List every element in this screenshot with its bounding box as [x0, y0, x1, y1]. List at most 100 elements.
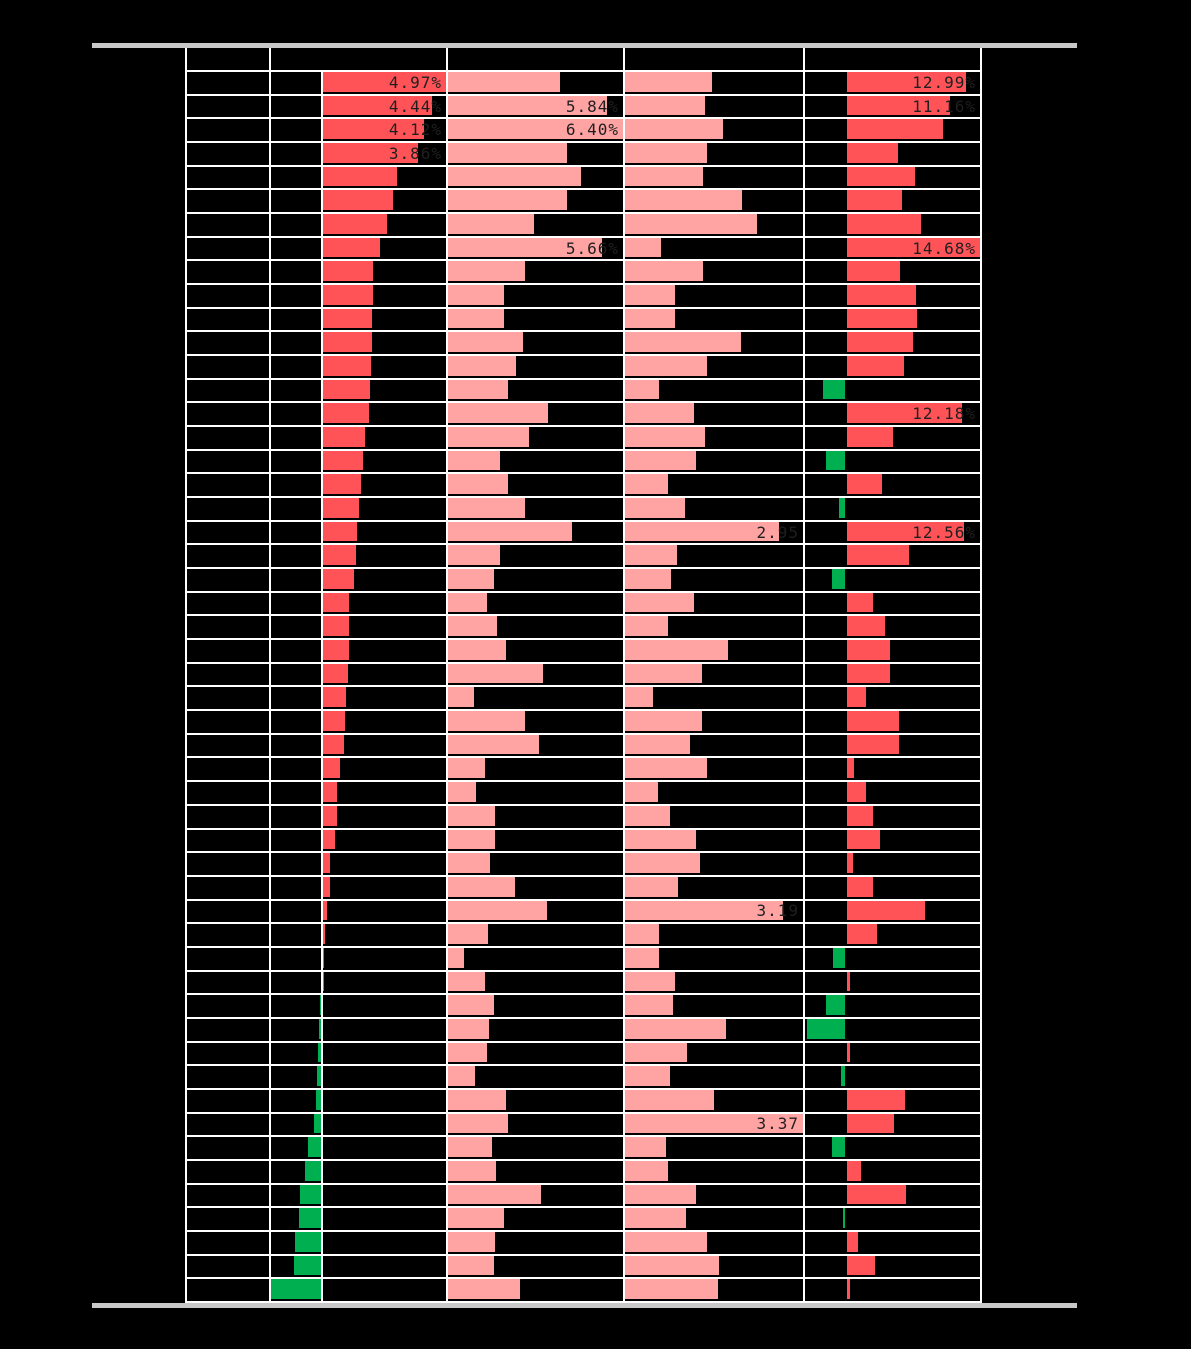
cell-metric-a-col — [448, 190, 625, 213]
cell-metric-a-col — [448, 261, 625, 284]
table-row[interactable]: 4.44% 5.84% 11.16% — [187, 95, 980, 120]
cell-name-col — [187, 947, 271, 970]
table-row[interactable] — [187, 545, 980, 570]
cell-metric-a-col — [448, 285, 625, 307]
cell-change-pct-col — [271, 356, 448, 378]
metric-a-bar — [448, 285, 504, 305]
table-row[interactable] — [187, 1208, 980, 1232]
header-cell-metric-b-col — [625, 48, 805, 70]
cell-metric-a-col — [448, 1231, 625, 1254]
table-row[interactable] — [187, 379, 980, 404]
cell-change2-pct-col — [805, 285, 980, 307]
cell-metric-a-col — [448, 214, 625, 236]
table-row[interactable] — [187, 663, 980, 688]
metric-a-bar — [448, 782, 476, 802]
table-row[interactable]: 5.66% 14.68% — [187, 237, 980, 262]
table-row[interactable] — [187, 829, 980, 854]
table-row[interactable] — [187, 450, 980, 475]
table-row[interactable]: 4.12% 6.40% — [187, 119, 980, 144]
table-row[interactable] — [187, 332, 980, 357]
cell-name-col — [187, 711, 271, 733]
cell-metric-a-col — [448, 995, 625, 1017]
table-row[interactable] — [187, 569, 980, 593]
metric-b-bar — [625, 569, 672, 589]
cell-metric-a-col — [448, 450, 625, 473]
metric-b-bar — [625, 72, 713, 92]
cell-metric-b-col — [625, 640, 805, 662]
metric-b-bar — [625, 1208, 686, 1228]
zero-axis-line — [321, 1137, 323, 1159]
bar-label: 12.18% — [912, 404, 976, 424]
table-row[interactable] — [187, 261, 980, 286]
table-row[interactable]: 4.97% 12.99% — [187, 72, 980, 96]
table-row[interactable] — [187, 1089, 980, 1114]
zero-axis-line — [321, 900, 323, 923]
table-row[interactable] — [187, 971, 980, 996]
table-row[interactable] — [187, 308, 980, 333]
table-row[interactable]: 3.19 — [187, 900, 980, 925]
table-row[interactable] — [187, 876, 980, 901]
table-row[interactable] — [187, 1066, 980, 1090]
zero-axis-line — [321, 190, 323, 213]
table-row[interactable] — [187, 711, 980, 735]
table-row[interactable] — [187, 758, 980, 783]
cell-metric-b-col — [625, 1255, 805, 1278]
cell-metric-a-col — [448, 332, 625, 355]
table-row[interactable] — [187, 427, 980, 451]
metric-a-bar — [448, 308, 504, 329]
table-row[interactable] — [187, 1018, 980, 1043]
table-row[interactable] — [187, 1184, 980, 1209]
cell-metric-a-col — [448, 971, 625, 994]
change2-bar — [825, 995, 845, 1015]
cell-metric-b-col — [625, 308, 805, 331]
table-row[interactable] — [187, 190, 980, 215]
table-row[interactable] — [187, 356, 980, 380]
bar-label: 14.68% — [912, 238, 976, 258]
change-bar — [323, 166, 397, 187]
table-row[interactable]: 2.95 12.56% — [187, 521, 980, 546]
table-row[interactable]: 3.86% — [187, 143, 980, 167]
table-row[interactable] — [187, 995, 980, 1019]
table-row[interactable] — [187, 616, 980, 641]
table-row[interactable] — [187, 853, 980, 877]
table-row[interactable] — [187, 1137, 980, 1161]
metric-a-bar — [448, 1255, 495, 1276]
table-row[interactable] — [187, 1255, 980, 1280]
cell-name-col — [187, 308, 271, 331]
change-bar — [323, 308, 373, 329]
table-row[interactable] — [187, 924, 980, 948]
change2-bar — [847, 876, 873, 897]
table-row[interactable] — [187, 805, 980, 830]
table-row[interactable] — [187, 640, 980, 664]
table-row[interactable] — [187, 214, 980, 238]
cell-metric-a-col — [448, 758, 625, 781]
table-row[interactable] — [187, 1279, 980, 1303]
table-row[interactable] — [187, 947, 980, 972]
cell-change2-pct-col — [805, 995, 980, 1017]
table-row[interactable] — [187, 1231, 980, 1256]
cell-metric-b-col — [625, 261, 805, 284]
table-row[interactable]: 3.37 — [187, 1113, 980, 1138]
change-bar — [323, 829, 336, 850]
cell-metric-b-col — [625, 1231, 805, 1254]
table-row[interactable] — [187, 592, 980, 617]
zero-axis-line — [321, 924, 323, 946]
change2-bar — [847, 237, 980, 258]
table-row[interactable] — [187, 474, 980, 499]
zero-axis-line — [321, 1279, 323, 1301]
table-row[interactable] — [187, 687, 980, 712]
table-row[interactable] — [187, 285, 980, 309]
table-row[interactable] — [187, 166, 980, 191]
table-row[interactable] — [187, 1042, 980, 1067]
table-row[interactable] — [187, 782, 980, 806]
table-row[interactable]: 12.18% — [187, 403, 980, 428]
change-bar — [304, 1160, 321, 1181]
table-row[interactable] — [187, 1160, 980, 1185]
change2-bar — [847, 805, 873, 826]
table-row[interactable] — [187, 498, 980, 522]
table-row[interactable] — [187, 734, 980, 759]
cell-change-pct-col — [271, 403, 448, 426]
cell-metric-a-col — [448, 663, 625, 686]
zero-axis-line — [321, 332, 323, 355]
change2-bar — [826, 450, 845, 471]
